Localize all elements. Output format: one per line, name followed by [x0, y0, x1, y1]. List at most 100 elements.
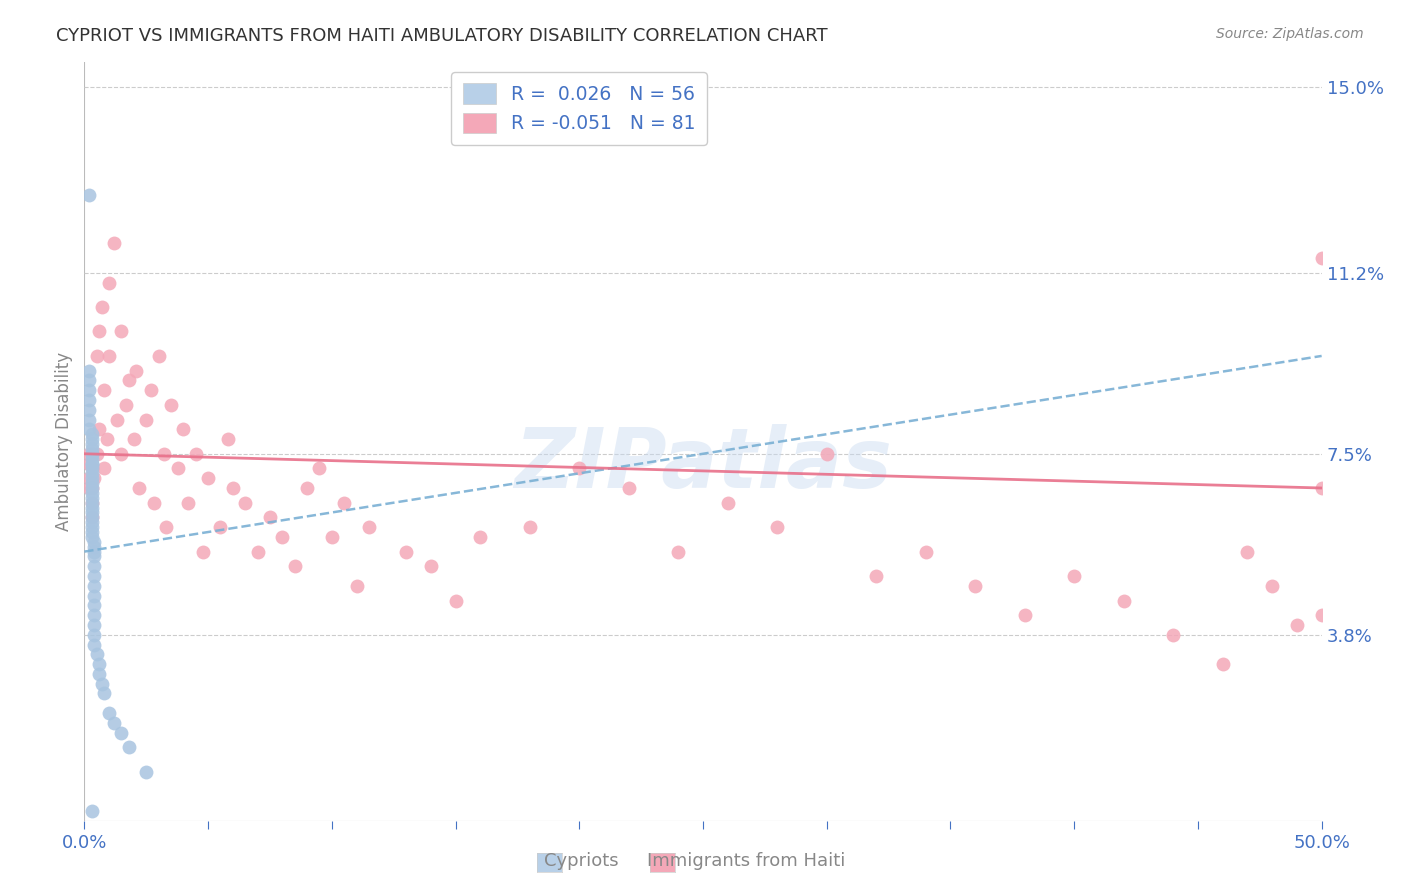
Point: [98, 276, 121, 290]
Point: [83, 579, 105, 593]
Point: [83, 559, 105, 574]
Point: [80, 461, 103, 475]
Point: [1112, 593, 1135, 607]
Point: [246, 544, 269, 558]
Point: [321, 530, 343, 544]
Point: [666, 544, 689, 558]
Point: [110, 725, 132, 739]
Point: [271, 530, 294, 544]
Point: [86, 349, 108, 363]
Point: [89, 666, 111, 681]
Point: [1285, 618, 1308, 632]
Point: [103, 715, 125, 730]
Point: [80, 461, 103, 475]
Point: [80, 476, 103, 491]
Point: [80, 427, 103, 442]
Point: [83, 608, 105, 623]
Point: [184, 447, 207, 461]
Point: [128, 481, 150, 495]
Point: [155, 520, 177, 534]
Point: [80, 510, 103, 524]
Point: [79, 481, 101, 495]
Point: [103, 236, 125, 251]
Point: [83, 599, 105, 613]
Point: [80, 520, 103, 534]
Point: [80, 481, 103, 495]
Point: [79, 187, 101, 202]
Point: [80, 524, 103, 539]
Point: [89, 657, 111, 672]
Point: [965, 579, 987, 593]
Point: [217, 432, 239, 446]
Text: ZIPatlas: ZIPatlas: [515, 424, 891, 505]
Point: [80, 491, 103, 505]
Point: [98, 706, 121, 720]
Point: [80, 481, 103, 495]
Point: [80, 500, 103, 515]
Point: [222, 481, 245, 495]
Point: [80, 457, 103, 471]
Point: [1310, 251, 1333, 265]
Point: [865, 569, 887, 583]
Point: [357, 520, 380, 534]
Point: [259, 510, 281, 524]
Point: [80, 471, 103, 485]
Point: [83, 589, 105, 603]
Point: [79, 447, 101, 461]
Point: [233, 496, 256, 510]
Point: [90, 300, 112, 314]
Point: [118, 740, 141, 755]
Point: [197, 471, 219, 485]
Point: [1014, 608, 1036, 623]
Point: [80, 510, 103, 524]
Point: [80, 447, 103, 461]
Point: [80, 530, 103, 544]
Point: [83, 471, 105, 485]
Text: Cypriots: Cypriots: [544, 852, 619, 870]
Point: [83, 569, 105, 583]
Legend: R =  0.026   N = 56, R = -0.051   N = 81: R = 0.026 N = 56, R = -0.051 N = 81: [451, 72, 707, 145]
Point: [80, 496, 103, 510]
Point: [83, 549, 105, 564]
Point: [617, 481, 640, 495]
Point: [177, 496, 200, 510]
Point: [96, 432, 118, 446]
Point: [86, 648, 108, 662]
Point: [93, 383, 115, 397]
Point: [333, 496, 356, 510]
Point: [1310, 608, 1333, 623]
Point: [444, 593, 467, 607]
Point: [125, 363, 148, 377]
Point: [90, 676, 112, 690]
Text: Source: ZipAtlas.com: Source: ZipAtlas.com: [1216, 27, 1364, 41]
Point: [191, 544, 214, 558]
Point: [470, 530, 492, 544]
Point: [135, 764, 157, 779]
Point: [89, 422, 111, 436]
Point: [79, 373, 101, 387]
Point: [80, 451, 103, 466]
Point: [1236, 544, 1258, 558]
Point: [1063, 569, 1085, 583]
Point: [80, 486, 103, 500]
Point: [86, 447, 108, 461]
Point: [110, 447, 132, 461]
Point: [79, 457, 101, 471]
Point: [152, 447, 174, 461]
Point: [80, 442, 103, 456]
Point: [80, 496, 103, 510]
Point: [79, 363, 101, 377]
Point: [914, 544, 936, 558]
Point: [83, 540, 105, 554]
Point: [209, 520, 232, 534]
Point: [79, 412, 101, 426]
Point: [308, 461, 330, 475]
Point: [79, 471, 101, 485]
Point: [295, 481, 318, 495]
Point: [105, 412, 128, 426]
Point: [1310, 481, 1333, 495]
Point: [160, 398, 183, 412]
Point: [79, 392, 101, 407]
Point: [79, 402, 101, 417]
Point: [135, 412, 157, 426]
